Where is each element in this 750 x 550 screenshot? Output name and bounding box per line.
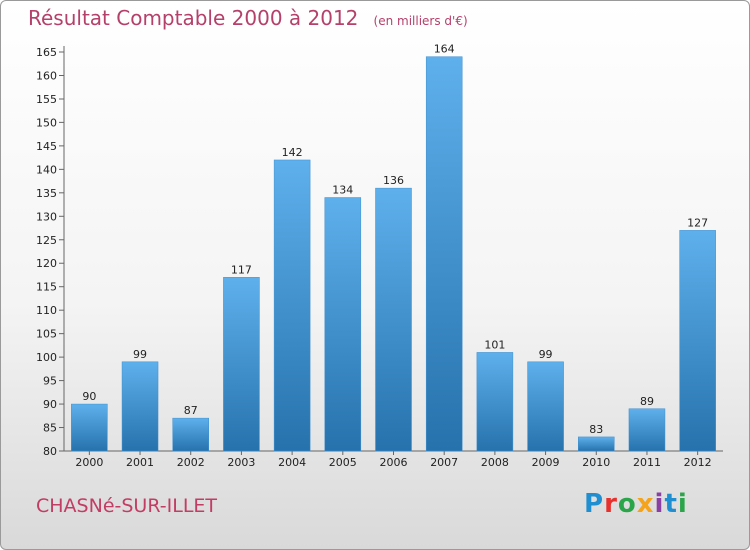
- y-tick-label: 145: [36, 140, 57, 153]
- y-tick-label: 125: [36, 234, 57, 247]
- axes: 80 85 90 95 100 105 110 115 120 125 130 135 140 145 15…: [36, 46, 723, 458]
- x-tick-label-2010: 2010: [582, 456, 610, 469]
- bar-2009: [527, 361, 564, 452]
- y-tick-label: 130: [36, 210, 57, 223]
- bar-value-label-2007: 164: [434, 43, 455, 56]
- logo-letter: o: [617, 489, 637, 519]
- chart-title-block: Résultat Comptable 2000 à 2012 (en milli…: [28, 6, 468, 30]
- x-tick-label-2001: 2001: [126, 456, 154, 469]
- logo-letter: t: [664, 489, 678, 519]
- x-tick-label-2000: 2000: [75, 456, 103, 469]
- y-tick-label: 85: [43, 422, 57, 435]
- bar-value-label-2009: 99: [539, 348, 553, 361]
- x-tick-label-2009: 2009: [532, 456, 560, 469]
- bar-value-label-2008: 101: [484, 338, 505, 351]
- y-tick-label: 115: [36, 281, 57, 294]
- bar-value-label-2005: 134: [332, 184, 353, 197]
- bar-2004: [273, 159, 311, 452]
- x-tick-label-2011: 2011: [633, 456, 661, 469]
- y-tick-label: 80: [43, 445, 57, 458]
- y-tick-label: 160: [36, 69, 57, 82]
- x-tick-label-2004: 2004: [278, 456, 306, 469]
- x-tick-label-2005: 2005: [329, 456, 357, 469]
- bar-value-label-2001: 99: [133, 348, 147, 361]
- bar-2002: [172, 417, 209, 452]
- y-tick-label: 105: [36, 328, 57, 341]
- y-tick-label: 135: [36, 187, 57, 200]
- x-tick-label-2003: 2003: [227, 456, 255, 469]
- labels: 2000 90 2001 99 2002 87 2003 117 2004 142 2005 134 2…: [75, 43, 711, 469]
- bar-value-label-2011: 89: [640, 395, 654, 408]
- chart-title: Résultat Comptable 2000 à 2012: [28, 6, 359, 30]
- bar-value-label-2000: 90: [82, 390, 96, 403]
- city-name: CHASNé-SUR-ILLET: [36, 495, 218, 517]
- bar-2007: [425, 56, 463, 452]
- logo-letter: i: [677, 489, 688, 519]
- y-tick-label: 110: [36, 304, 57, 317]
- x-tick-label-2002: 2002: [177, 456, 205, 469]
- logo-letter: r: [604, 489, 618, 519]
- bar-2012: [679, 230, 716, 452]
- x-tick-label-2008: 2008: [481, 456, 509, 469]
- bar-value-label-2004: 142: [282, 146, 303, 159]
- x-tick-label-2006: 2006: [380, 456, 408, 469]
- bar-value-label-2002: 87: [184, 404, 198, 417]
- bar-value-label-2006: 136: [383, 174, 404, 187]
- bars: [71, 56, 716, 452]
- bar-value-label-2012: 127: [687, 216, 708, 229]
- logo-letter: x: [636, 489, 655, 519]
- bar-2006: [375, 187, 412, 452]
- chart-unit: (en milliers d'€): [373, 14, 468, 28]
- logo-letter: i: [654, 489, 665, 519]
- y-tick-label: 165: [36, 46, 57, 59]
- y-tick-label: 155: [36, 93, 57, 106]
- y-tick-label: 150: [36, 116, 57, 129]
- y-tick-label: 120: [36, 257, 57, 270]
- bar-2008: [476, 352, 514, 452]
- bar-2005: [324, 197, 362, 452]
- bar-2001: [121, 361, 159, 452]
- bar-2000: [71, 403, 108, 452]
- y-tick-label: 100: [36, 351, 57, 364]
- x-tick-label-2007: 2007: [430, 456, 458, 469]
- logo-letter: P: [584, 489, 605, 519]
- y-tick-label: 95: [43, 375, 57, 388]
- bar-2003: [223, 277, 260, 452]
- y-tick-label: 90: [43, 398, 57, 411]
- bar-2010: [578, 436, 615, 452]
- bar-value-label-2003: 117: [231, 263, 252, 276]
- proxiti-logo: Proxiti: [584, 489, 688, 519]
- y-tick-label: 140: [36, 163, 57, 176]
- bar-value-label-2010: 83: [589, 423, 603, 436]
- x-tick-label-2012: 2012: [684, 456, 712, 469]
- bar-2011: [628, 408, 666, 452]
